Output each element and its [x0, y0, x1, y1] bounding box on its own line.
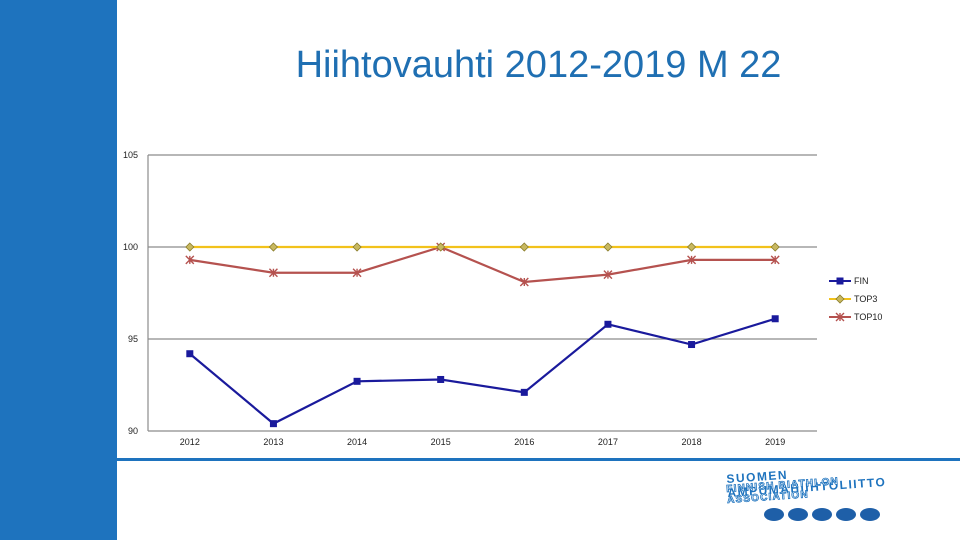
- data-point-top10: [519, 277, 529, 287]
- logo-dot: [788, 508, 808, 521]
- legend-label-top10: TOP10: [854, 312, 882, 322]
- logo-dot: [764, 508, 784, 521]
- data-point-top3: [268, 242, 279, 252]
- data-point-fin: [269, 420, 277, 428]
- data-point-fin: [520, 388, 528, 396]
- data-point-fin: [688, 341, 696, 349]
- y-tick-label: 95: [128, 334, 138, 344]
- logo-dot: [812, 508, 832, 521]
- logo-dots: [764, 508, 880, 521]
- divider-line: [117, 458, 960, 461]
- y-tick-label: 90: [128, 426, 138, 436]
- logo-dot: [860, 508, 880, 521]
- data-point-top3: [519, 242, 529, 252]
- legend-marker-fin: [836, 277, 844, 285]
- data-point-top3: [603, 242, 613, 252]
- side-accent-bar: [0, 0, 117, 540]
- series-line-fin: [189, 317, 776, 425]
- data-point-fin: [186, 350, 194, 358]
- x-tick-label: 2017: [598, 437, 618, 447]
- legend-label-top3: TOP3: [854, 294, 877, 304]
- data-point-top10: [185, 255, 195, 265]
- data-point-top10: [268, 268, 278, 278]
- x-tick-label: 2019: [765, 437, 785, 447]
- legend-marker-top3: [835, 294, 845, 304]
- data-point-top3: [770, 242, 780, 252]
- series-line-top10: [189, 245, 776, 284]
- x-tick-label: 2013: [263, 437, 283, 447]
- data-point-top10: [352, 268, 362, 278]
- data-point-fin: [437, 375, 445, 383]
- legend-label-fin: FIN: [854, 276, 869, 286]
- data-point-top10: [687, 255, 697, 265]
- data-point-top3: [686, 242, 697, 252]
- data-point-fin: [604, 320, 612, 328]
- x-tick-label: 2014: [347, 437, 367, 447]
- logo-dot: [836, 508, 856, 521]
- y-tick-label: 100: [123, 242, 138, 252]
- data-point-fin: [353, 377, 361, 385]
- x-tick-label: 2018: [682, 437, 702, 447]
- x-tick-label: 2012: [180, 437, 200, 447]
- data-point-top10: [603, 270, 613, 280]
- data-point-top3: [436, 242, 446, 252]
- y-tick-label: 105: [123, 150, 138, 160]
- legend-marker-top10: [835, 312, 845, 322]
- x-tick-label: 2016: [514, 437, 534, 447]
- data-point-top3: [185, 242, 195, 252]
- data-point-top3: [352, 242, 362, 252]
- biathlon-logo: SUOMEN AMPUMAHIIHTOLIITTO FINNISH BIATHL…: [720, 468, 920, 530]
- data-point-top10: [770, 255, 780, 265]
- data-point-fin: [771, 315, 779, 323]
- x-tick-label: 2015: [431, 437, 451, 447]
- slide-title: Hiihtovauhti 2012-2019 M 22: [295, 44, 782, 86]
